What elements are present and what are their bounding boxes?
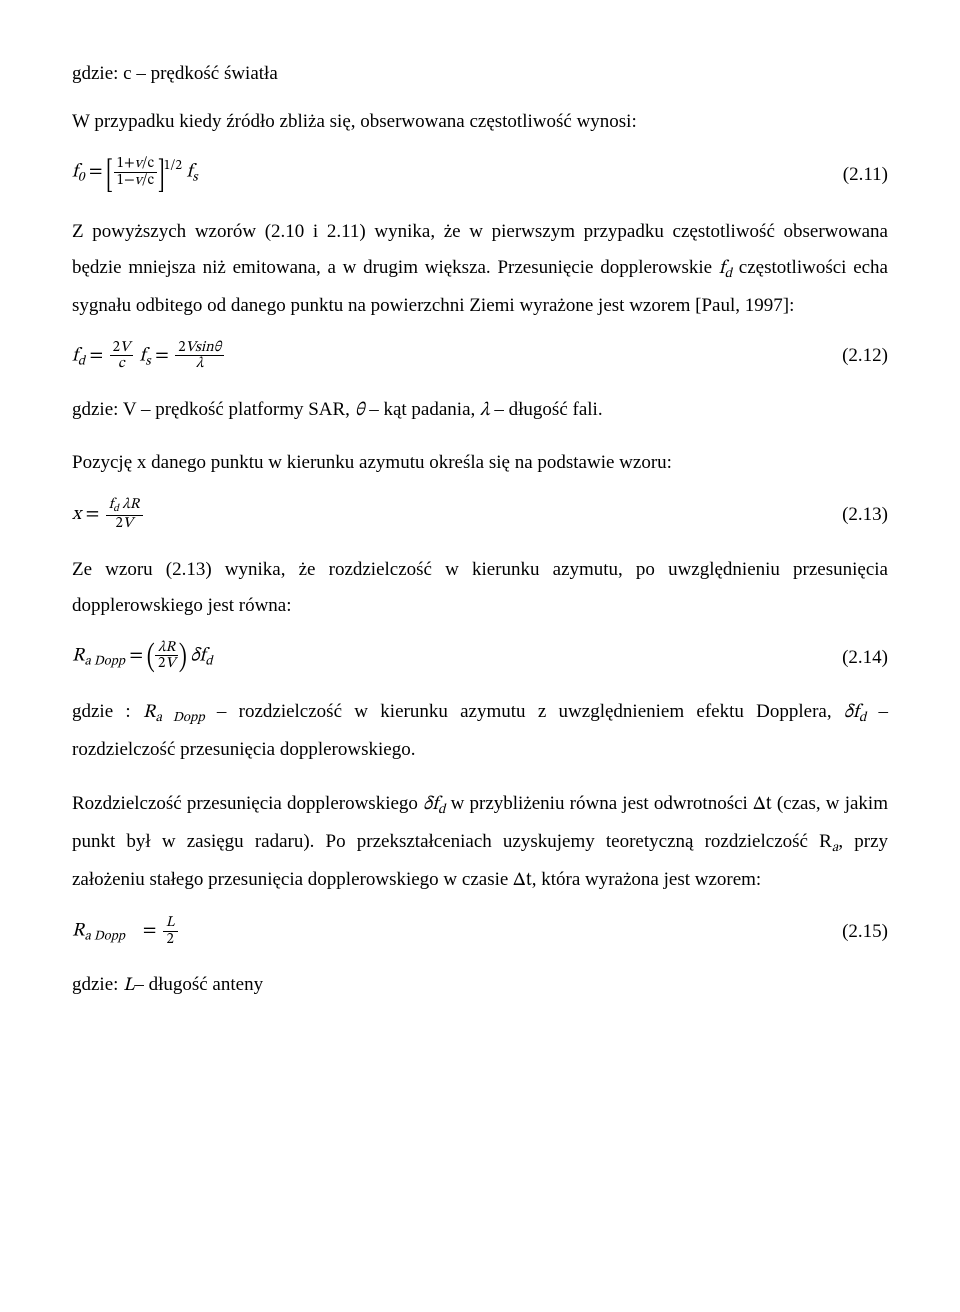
eq-2-11-expr: f0 = [ 1+v/c 1−v/c ]1/2 fs <box>72 156 198 194</box>
para-position-x: Pozycję x danego punktu w kierunku azymu… <box>72 445 888 481</box>
equation-2-14: Ra Dopp = ( λR 2V ) δfd (2.14) <box>72 640 888 675</box>
eq-2-12-expr: fd = 2V c fs = 2Vsinθ λ <box>72 340 226 372</box>
para-doppler-resolution: Rozdzielczość przesunięcia dopplerowskie… <box>72 786 888 899</box>
equation-2-12: fd = 2V c fs = 2Vsinθ λ (2.12) <box>72 340 888 372</box>
equation-2-11: f0 = [ 1+v/c 1−v/c ]1/2 fs (2.11) <box>72 156 888 194</box>
eq-2-13-number: (2.13) <box>818 505 888 524</box>
para-from-2-13: Ze wzoru (2.13) wynika, że rozdzielczość… <box>72 552 888 624</box>
equation-2-15: Ra Dopp = L 2 (2.15) <box>72 915 888 947</box>
eq-2-14-number: (2.14) <box>818 648 888 667</box>
eq-2-14-expr: Ra Dopp = ( λR 2V ) δfd <box>72 640 213 675</box>
para-where-c: gdzie: c – prędkość światła <box>72 56 888 92</box>
eq-2-15-number: (2.15) <box>818 922 888 941</box>
para-where-v: gdzie: V – prędkość platformy SAR, θ – k… <box>72 392 888 429</box>
para-where-L: gdzie: L– długość anteny <box>72 967 888 1004</box>
para-approach-intro: W przypadku kiedy źródło zbliża się, obs… <box>72 104 888 140</box>
eq-2-11-number: (2.11) <box>819 165 888 184</box>
eq-2-12-number: (2.12) <box>818 346 888 365</box>
equation-2-13: x = fd λR 2V (2.13) <box>72 497 888 532</box>
eq-2-13-expr: x = fd λR 2V <box>72 497 145 532</box>
para-where-radopp: gdzie : Ra Dopp – rozdzielczość w kierun… <box>72 694 888 768</box>
para-from-formulas: Z powyższych wzorów (2.10 i 2.11) wynika… <box>72 214 888 324</box>
eq-2-15-expr: Ra Dopp = L 2 <box>72 915 180 947</box>
